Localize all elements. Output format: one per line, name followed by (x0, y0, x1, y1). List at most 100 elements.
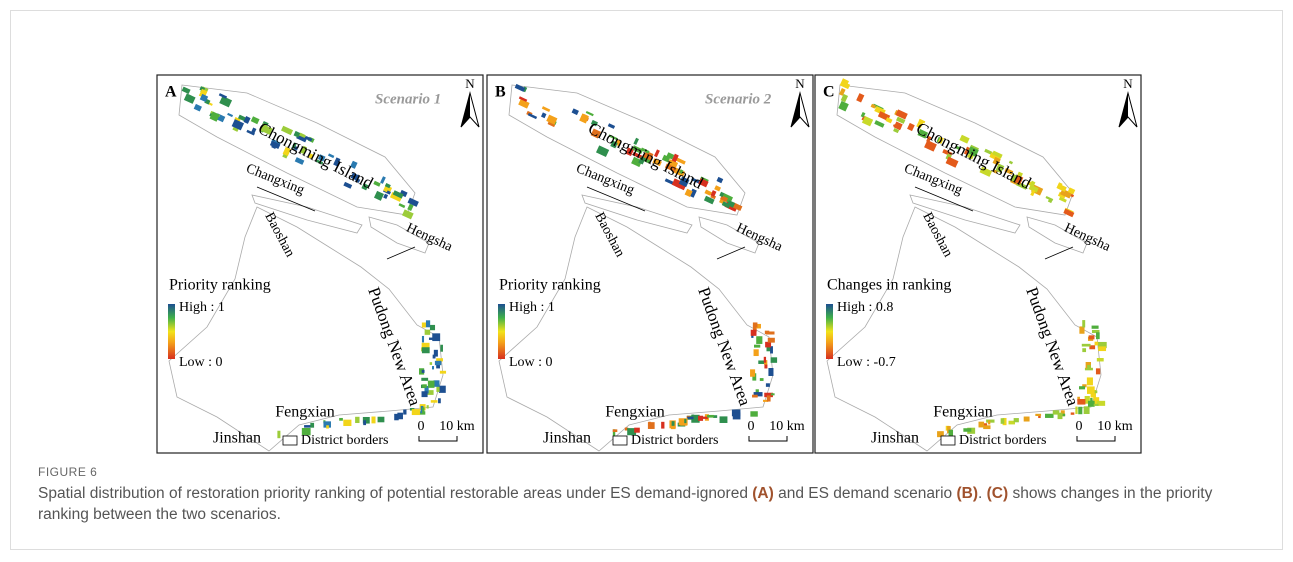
district-legend-label: District borders (631, 433, 718, 448)
restorable-patch (771, 357, 777, 363)
caption-segment: (B) (956, 485, 978, 502)
restorable-patch (720, 416, 728, 423)
restorable-patch (430, 362, 432, 365)
figure-caption: Spatial distribution of restoration prio… (38, 483, 1228, 525)
restorable-patch (1024, 417, 1030, 422)
scenario-label: Scenario 2 (705, 91, 772, 107)
restorable-patch (768, 338, 775, 343)
restorable-patch (430, 325, 435, 330)
restorable-patch (438, 398, 441, 403)
restorable-patch (1001, 418, 1005, 424)
place-name: Fengxian (275, 404, 335, 421)
restorable-patch (1053, 410, 1060, 414)
restorable-patch (1045, 414, 1054, 418)
restorable-patch (1096, 332, 1100, 339)
restorable-patch (1087, 377, 1093, 385)
restorable-patch (355, 417, 359, 423)
restorable-patch (949, 430, 953, 436)
restorable-patch (760, 378, 764, 381)
restorable-patch (412, 409, 420, 415)
restorable-patch (422, 384, 427, 388)
restorable-patch (1095, 342, 1099, 346)
place-name: Jinshan (871, 430, 919, 447)
restorable-patch (421, 378, 428, 381)
legend-low: Low : 0 (509, 355, 553, 370)
restorable-patch (339, 418, 343, 421)
restorable-patch (422, 370, 425, 373)
restorable-patch (1075, 407, 1077, 414)
restorable-patch (378, 417, 385, 423)
restorable-patch (1089, 335, 1095, 339)
restorable-patch (983, 425, 990, 429)
district-legend-box (941, 436, 955, 445)
restorable-patch (750, 411, 757, 416)
legend-high: High : 0.8 (837, 300, 893, 315)
panel-label: B (495, 84, 506, 101)
restorable-patch (422, 322, 426, 327)
caption-segment: Spatial distribution of restoration prio… (38, 485, 752, 502)
restorable-patch (1079, 326, 1084, 333)
legend-bar (826, 304, 833, 359)
restorable-patch (427, 405, 429, 408)
restorable-patch (733, 412, 741, 419)
restorable-patch (1087, 386, 1095, 394)
figure-maps: AScenario 1NChongming IslandChangxingBao… (0, 0, 1293, 460)
restorable-patch (661, 422, 664, 429)
panel-label: C (823, 84, 835, 101)
restorable-patch (1079, 386, 1085, 389)
restorable-patch (767, 395, 771, 401)
legend-high: High : 1 (509, 300, 555, 315)
restorable-patch (1082, 348, 1086, 352)
restorable-patch (432, 333, 440, 341)
restorable-patch (440, 345, 443, 352)
restorable-patch (440, 371, 446, 374)
restorable-patch (1014, 418, 1019, 422)
restorable-patch (1092, 326, 1099, 329)
scale-end: 10 km (1097, 419, 1133, 434)
restorable-patch (750, 369, 755, 376)
restorable-patch (363, 420, 366, 425)
north-label: N (795, 76, 805, 91)
restorable-patch (1084, 406, 1090, 414)
restorable-patch (304, 425, 310, 428)
caption-segment: (C) (987, 485, 1009, 502)
scale-end: 10 km (439, 419, 475, 434)
restorable-patch (343, 420, 351, 426)
restorable-patch (764, 365, 767, 369)
restorable-patch (988, 420, 990, 424)
scenario-label: Scenario 1 (375, 91, 441, 107)
map-panel: AScenario 1NChongming IslandChangxingBao… (157, 75, 483, 453)
district-legend-label: District borders (301, 433, 388, 448)
district-legend-box (613, 436, 627, 445)
restorable-patch (687, 417, 693, 420)
page: AScenario 1NChongming IslandChangxingBao… (0, 0, 1293, 562)
legend-bar (168, 304, 175, 359)
restorable-patch (277, 431, 280, 438)
restorable-patch (613, 429, 618, 432)
restorable-patch (702, 417, 708, 419)
restorable-patch (371, 417, 375, 424)
panel-border (487, 75, 813, 453)
restorable-patch (753, 322, 758, 327)
legend-high: High : 1 (179, 300, 225, 315)
legend-low: Low : -0.7 (837, 355, 896, 370)
restorable-patch (751, 330, 757, 336)
scale-start: 0 (748, 419, 755, 434)
place-name: Fengxian (605, 404, 665, 421)
legend-low: Low : 0 (179, 355, 223, 370)
restorable-patch (425, 330, 430, 335)
restorable-patch (764, 357, 766, 363)
restorable-patch (766, 383, 770, 387)
restorable-patch (672, 421, 675, 426)
restorable-patch (771, 393, 775, 395)
restorable-patch (1098, 346, 1106, 351)
restorable-patch (431, 400, 438, 403)
restorable-patch (1063, 414, 1066, 417)
restorable-patch (1094, 404, 1099, 406)
restorable-patch (439, 386, 446, 393)
place-name: Jinshan (543, 430, 591, 447)
scale-start: 0 (418, 419, 425, 434)
restorable-patch (432, 366, 434, 369)
restorable-patch (765, 331, 769, 334)
